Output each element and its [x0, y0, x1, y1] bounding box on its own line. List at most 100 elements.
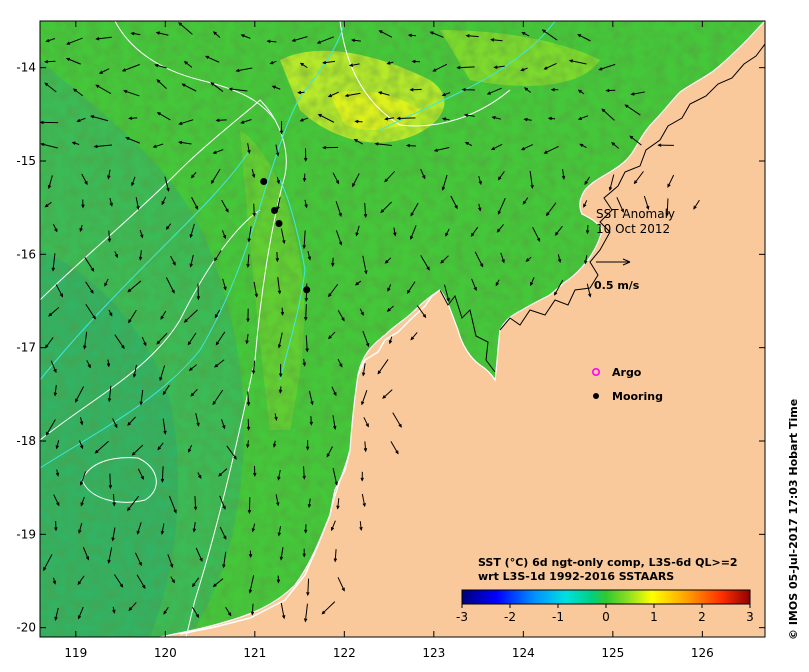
current-vector-head [339, 363, 343, 368]
current-vector-head [235, 68, 240, 73]
current-vector-head [228, 87, 233, 91]
current-vector [364, 202, 367, 217]
current-vector-head [276, 180, 280, 185]
current-vector-head [269, 61, 274, 65]
current-vector-head [251, 173, 256, 179]
current-vector-head [279, 556, 284, 561]
current-vector-head [223, 535, 227, 540]
current-vector-head [45, 38, 50, 43]
current-vector [457, 66, 475, 69]
current-vector-head [554, 231, 559, 236]
current-vector [599, 63, 616, 71]
current-vector [195, 547, 203, 562]
current-vector [48, 307, 60, 317]
current-vector [478, 176, 482, 185]
current-vector [211, 168, 221, 184]
current-vector-head [104, 282, 108, 287]
current-vector-head [633, 180, 638, 185]
current-vector [433, 63, 448, 72]
current-vector-head [361, 401, 365, 406]
current-vector [236, 67, 253, 72]
current-vector-head [109, 202, 113, 207]
lon-tick-label: 119 [64, 646, 87, 660]
current-vector [420, 255, 430, 270]
current-vector [135, 552, 142, 566]
current-vector [278, 526, 282, 536]
current-vector [578, 115, 589, 120]
current-vector-head [125, 137, 130, 141]
current-vector [178, 22, 193, 35]
current-vector [86, 360, 91, 368]
current-vector-head [543, 66, 548, 70]
current-vector-head [355, 232, 359, 237]
current-vector [305, 304, 307, 320]
current-vector [253, 281, 258, 297]
current-vector-head [51, 267, 56, 272]
current-vector-head [95, 37, 100, 41]
contour-white-1 [40, 99, 287, 637]
current-vector-head [410, 235, 414, 240]
current-vector-head [111, 537, 115, 542]
current-vector-head [85, 556, 90, 561]
current-vector [471, 278, 477, 291]
current-vector [153, 143, 164, 148]
current-vector-head [361, 372, 366, 377]
current-vector-head [348, 63, 354, 67]
current-vector-head [310, 401, 314, 406]
current-vector-head [253, 472, 257, 477]
longitude-axis: 119 120 121 122 123 124 125 126 [64, 21, 714, 660]
current-vector-head [55, 472, 60, 477]
current-vector-head [275, 152, 280, 157]
current-vector [104, 278, 109, 286]
current-vector-head [112, 502, 116, 507]
current-vector [78, 606, 84, 619]
current-vector [137, 522, 142, 534]
current-vector [85, 281, 94, 294]
current-vector [187, 332, 197, 345]
current-vector [631, 91, 645, 95]
current-vector [470, 226, 479, 237]
current-vector-head [155, 31, 160, 35]
current-vector-head [72, 88, 77, 93]
current-vector [377, 359, 389, 374]
current-vector-head [454, 205, 458, 210]
current-vector-head [441, 117, 447, 121]
current-vector [361, 493, 366, 507]
current-vector [190, 223, 195, 238]
current-vector [382, 389, 393, 399]
current-vector [131, 32, 141, 36]
contour-cyan-2 [40, 149, 251, 381]
current-vector [584, 176, 591, 185]
current-vector [85, 303, 96, 319]
colorbar-ticks: -3 -2 -1 0 1 2 3 [456, 604, 754, 624]
current-vector [53, 494, 60, 506]
current-vector [280, 547, 284, 560]
current-vector-head [156, 112, 161, 116]
current-vector-head [189, 263, 193, 268]
current-vector-head [248, 589, 253, 594]
current-vector [355, 225, 360, 236]
current-vector-head [490, 38, 495, 42]
current-vector-head [191, 583, 196, 588]
current-vector [225, 606, 232, 616]
lon-tick-label: 125 [601, 646, 624, 660]
mooring-legend-label: Mooring [612, 390, 663, 403]
current-vector-head [667, 183, 671, 188]
current-vector [83, 331, 88, 349]
current-vector [221, 419, 226, 429]
current-vector [335, 230, 342, 245]
current-vector-head [190, 174, 195, 179]
current-vector [90, 115, 109, 122]
current-vector [140, 389, 144, 405]
current-vector-head [557, 258, 562, 264]
current-vector-head [172, 261, 176, 266]
current-vector-head [156, 79, 161, 83]
current-vector [195, 412, 200, 426]
current-vector-head [374, 142, 379, 146]
current-vector [385, 117, 395, 120]
current-vector-head [387, 287, 391, 292]
current-vector-head [143, 342, 147, 347]
current-vector [52, 223, 58, 232]
current-vector-head [48, 312, 53, 317]
current-vector [442, 92, 451, 96]
